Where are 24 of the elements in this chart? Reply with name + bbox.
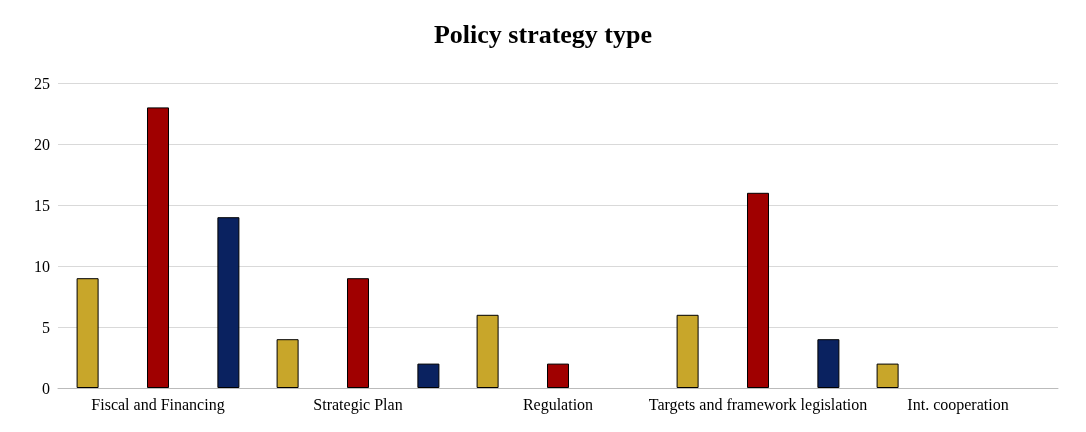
y-tick-label: 0 <box>42 379 50 397</box>
bar <box>417 363 440 388</box>
bar <box>876 363 899 388</box>
y-tick-label: 10 <box>34 257 50 275</box>
y-tick-label: 5 <box>42 318 50 336</box>
bar <box>747 192 769 388</box>
bar <box>76 278 99 388</box>
x-tick-label: Fiscal and Financing <box>91 395 225 414</box>
x-tick-label: Int. cooperation <box>907 395 1009 414</box>
bar <box>476 314 499 388</box>
bar <box>547 363 569 388</box>
x-tick-label: Targets and framework legislation <box>648 395 868 414</box>
bar <box>276 339 299 388</box>
bar <box>217 217 240 388</box>
bar <box>676 314 699 388</box>
bar <box>347 278 369 388</box>
x-tick-label: Strategic Plan <box>313 395 403 414</box>
y-tick-label: 15 <box>34 196 50 214</box>
y-tick-label: 25 <box>34 74 50 92</box>
y-tick-label: 20 <box>34 135 50 153</box>
bar <box>817 339 840 388</box>
chart-title: Policy strategy type <box>433 19 653 49</box>
x-tick-label: Regulation <box>522 395 594 414</box>
bar <box>147 107 169 388</box>
